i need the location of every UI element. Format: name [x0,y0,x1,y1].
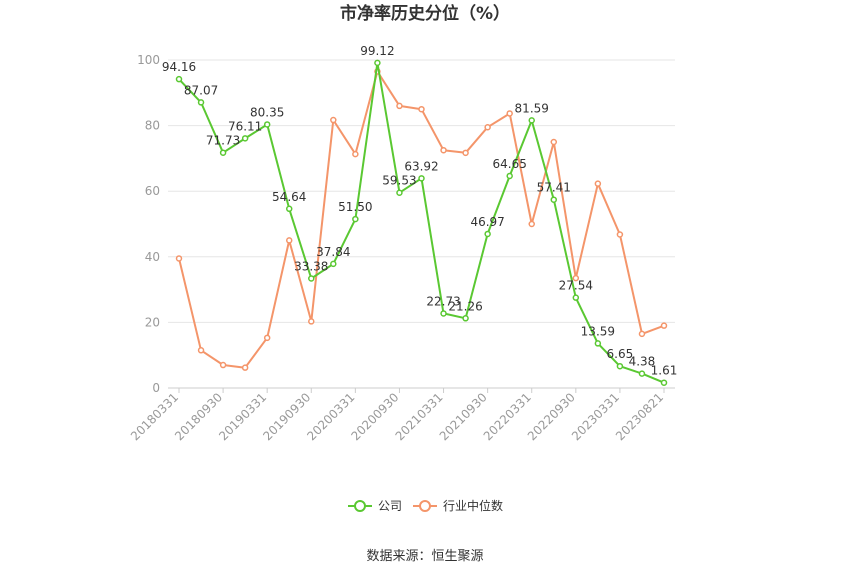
company-data-label-8: 51.50 [338,200,372,214]
industry-median-point-17[interactable] [550,138,558,146]
legend-industry-label: 行业中位数 [443,498,503,513]
company-data-label-9: 99.12 [360,44,394,58]
legend-company-marker [354,500,366,512]
legend-item-industry-median[interactable]: 行业中位数 [413,498,503,513]
company-data-label-16: 81.59 [515,101,549,115]
company-point-17[interactable] [550,196,558,203]
company-point-9[interactable] [374,59,381,67]
company-point-6[interactable] [308,275,315,282]
y-tick-label-3: 60 [145,184,160,198]
company-point-1[interactable] [197,99,205,106]
industry-median-point-0[interactable] [175,255,183,262]
industry-median-point-5[interactable] [285,237,293,244]
legend-item-company[interactable]: 公司 [348,499,402,513]
company-point-7[interactable] [330,260,337,268]
source-text: 数据来源：恒生聚源 [366,549,483,564]
company-data-label-2: 71.73 [206,134,240,148]
y-tick-label-2: 40 [145,250,160,264]
y-tick-label-0: 0 [152,381,160,395]
company-data-label-1: 87.07 [184,83,218,97]
industry-median-point-21[interactable] [638,330,646,338]
company-point-3[interactable] [241,135,249,142]
company-data-label-17: 57.41 [537,181,571,195]
industry-median-point-4[interactable] [263,334,271,342]
industry-median-point-3[interactable] [241,364,249,371]
company-point-13[interactable] [462,315,469,322]
y-tick-label-5: 100 [137,53,160,67]
company-point-2[interactable] [219,149,227,156]
company-point-19[interactable] [594,340,602,347]
company-data-label-22: 1.61 [651,364,678,378]
company-data-label-11: 63.92 [404,159,438,173]
company-data-label-3: 76.11 [228,119,262,133]
legend-industry-marker [419,500,431,512]
industry-median-point-1[interactable] [197,347,205,354]
industry-median-point-7[interactable] [330,116,337,124]
company-data-label-5: 54.64 [272,190,306,204]
company-point-8[interactable] [352,215,359,223]
company-data-label-6: 33.38 [294,260,328,274]
industry-median-point-16[interactable] [528,220,535,228]
company-data-label-18: 27.54 [559,279,593,293]
company-point-11[interactable] [418,175,425,182]
industry-median-point-14[interactable] [484,123,491,131]
company-point-15[interactable] [506,172,513,180]
company-point-22[interactable] [660,379,668,386]
industry-median-point-11[interactable] [418,105,425,113]
company-data-label-15: 64.65 [493,157,527,171]
company-data-label-13: 21.26 [448,299,482,313]
industry-median-point-18[interactable] [572,274,580,282]
company-point-4[interactable] [263,121,271,128]
industry-median-point-6[interactable] [308,318,315,325]
company-point-10[interactable] [396,189,403,196]
company-data-label-19: 13.59 [581,324,615,338]
legend-company-label: 公司 [378,499,402,513]
axes: 0204060801002018033120180930201903312019… [128,53,675,443]
industry-median-point-2[interactable] [219,361,227,369]
company-data-label-20: 6.65 [607,347,634,361]
company-point-21[interactable] [638,370,646,377]
industry-median-point-12[interactable] [440,146,447,154]
company-data-label-4: 80.35 [250,105,284,119]
industry-median-point-19[interactable] [594,180,602,187]
company-point-16[interactable] [528,117,535,124]
company-point-12[interactable] [440,310,447,317]
y-tick-label-1: 20 [145,315,160,329]
company-data-label-7: 37.84 [316,245,350,259]
company-point-0[interactable] [175,75,183,83]
chart-title: 市净率历史分位（%） [340,3,510,24]
company-data-label-12: 22.73 [426,294,460,308]
industry-median-point-13[interactable] [462,149,469,157]
company-data-label-21: 4.38 [629,355,656,369]
industry-median-point-8[interactable] [352,150,359,158]
industry-median-point-15[interactable] [506,110,513,117]
company-data-label-14: 46.97 [470,215,504,229]
company-data-label-10: 59.53 [382,174,416,188]
industry-median-point-22[interactable] [660,322,668,329]
x-tick-label-11: 20230821 [613,390,666,443]
company-point-20[interactable] [616,362,624,370]
company-point-5[interactable] [285,205,293,213]
legend[interactable]: 公司 行业中位数 [348,498,503,513]
y-tick-label-4: 80 [145,119,160,133]
industry-median-point-20[interactable] [616,231,624,238]
series-industry-median [175,68,668,371]
company-point-18[interactable] [572,294,580,301]
company-point-14[interactable] [484,230,491,238]
industry-median-point-10[interactable] [396,102,403,110]
company-data-label-0: 94.16 [162,60,196,74]
gridlines [168,59,675,323]
